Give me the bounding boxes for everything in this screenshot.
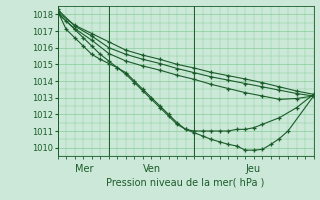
X-axis label: Pression niveau de la mer( hPa ): Pression niveau de la mer( hPa ) [107, 177, 265, 187]
Text: Jeu: Jeu [245, 164, 260, 174]
Text: Ven: Ven [143, 164, 161, 174]
Text: Mer: Mer [75, 164, 93, 174]
